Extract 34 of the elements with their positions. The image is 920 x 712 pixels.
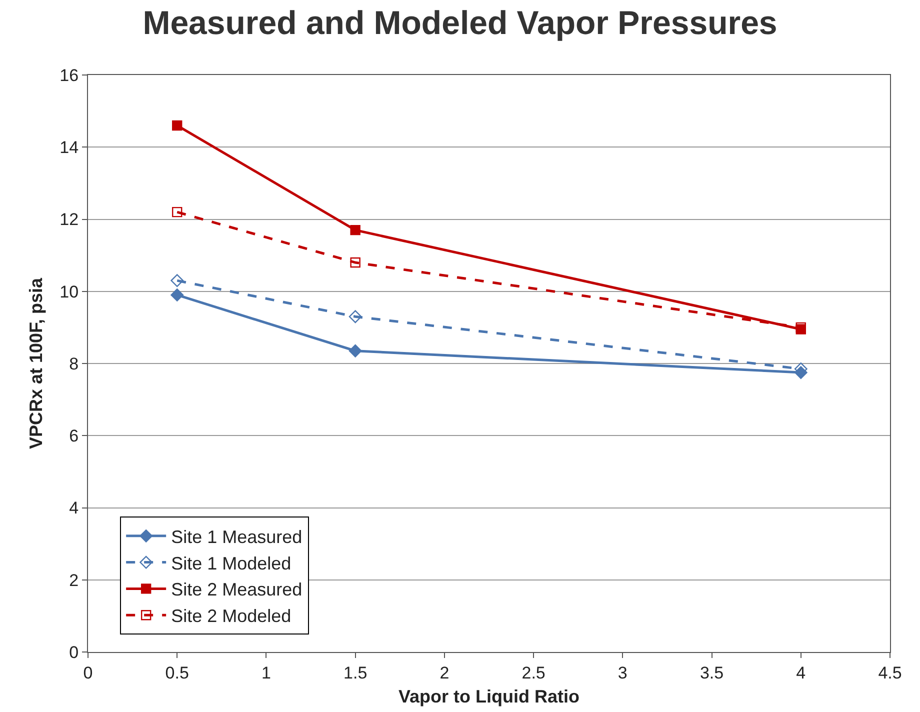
point	[348, 310, 362, 324]
y-tick-label: 4	[69, 498, 79, 518]
x-tick-label: 2.5	[522, 663, 546, 682]
point	[172, 120, 182, 131]
x-tick-label: 0.5	[165, 663, 189, 682]
x-tick-label: 4	[796, 663, 806, 682]
y-tick-label: 0	[69, 642, 79, 662]
y-tick-label: 14	[60, 138, 79, 158]
y-tick-label: 16	[60, 66, 79, 85]
y-tick-label: 8	[69, 354, 79, 374]
point	[348, 344, 362, 358]
x-tick-label: 1.5	[344, 663, 368, 682]
legend-label: Site 2 Modeled	[171, 606, 292, 626]
y-tick-label: 2	[69, 570, 79, 590]
x-tick-label: 3.5	[700, 663, 724, 682]
y-tick-label: 10	[60, 282, 79, 302]
point	[172, 206, 182, 218]
x-tick-label: 0	[83, 663, 93, 682]
x-tick-label: 1	[261, 663, 271, 682]
legend-label: Site 1 Measured	[171, 526, 302, 547]
point	[170, 274, 184, 288]
x-tick-label: 3	[618, 663, 628, 682]
point	[350, 257, 360, 268]
y-tick-label: 12	[60, 210, 79, 230]
x-axis-title: Vapor to Liquid Ratio	[398, 686, 580, 706]
y-axis-title: VPCRx at 100F, psia	[26, 276, 46, 450]
chart-title: Measured and Modeled Vapor Pressures	[142, 4, 778, 41]
legend-label: Site 2 Measured	[171, 580, 302, 600]
legend-label: Site 1 Modeled	[171, 553, 292, 574]
point	[350, 224, 360, 236]
point	[170, 288, 184, 302]
y-tick-label: 6	[69, 426, 79, 446]
x-tick-label: 4.5	[878, 663, 902, 682]
x-tick-label: 2	[440, 663, 450, 682]
